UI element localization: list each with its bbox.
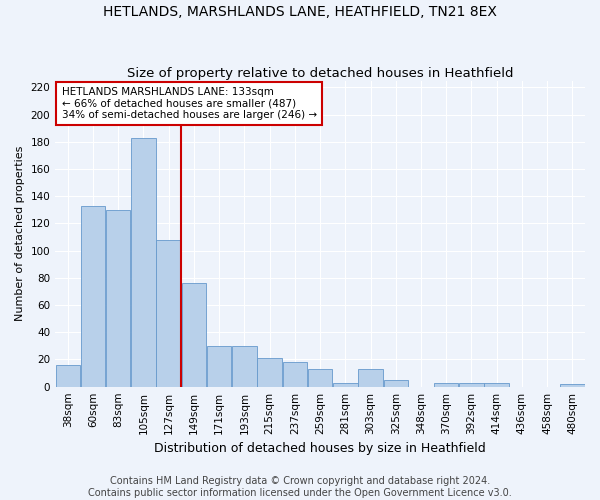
Bar (484, 382, 509, 386)
Bar (257, 358, 282, 386)
Title: Size of property relative to detached houses in Heathfield: Size of property relative to detached ho… (127, 66, 514, 80)
Bar (308, 369, 332, 386)
Text: HETLANDS MARSHLANDS LANE: 133sqm
← 66% of detached houses are smaller (487)
34% : HETLANDS MARSHLANDS LANE: 133sqm ← 66% o… (62, 87, 317, 120)
Bar (283, 362, 307, 386)
Text: Contains HM Land Registry data © Crown copyright and database right 2024.
Contai: Contains HM Land Registry data © Crown c… (88, 476, 512, 498)
Bar (383, 380, 408, 386)
Bar (81, 206, 105, 386)
Bar (560, 384, 584, 386)
Bar (157, 240, 181, 386)
Bar (434, 382, 458, 386)
Bar (333, 382, 358, 386)
Bar (232, 346, 257, 387)
Y-axis label: Number of detached properties: Number of detached properties (15, 146, 25, 322)
Bar (207, 346, 232, 387)
Bar (358, 369, 383, 386)
Bar (459, 382, 484, 386)
Bar (131, 138, 156, 386)
Bar (106, 210, 130, 386)
Bar (56, 365, 80, 386)
X-axis label: Distribution of detached houses by size in Heathfield: Distribution of detached houses by size … (154, 442, 486, 455)
Text: HETLANDS, MARSHLANDS LANE, HEATHFIELD, TN21 8EX: HETLANDS, MARSHLANDS LANE, HEATHFIELD, T… (103, 5, 497, 19)
Bar (182, 284, 206, 387)
